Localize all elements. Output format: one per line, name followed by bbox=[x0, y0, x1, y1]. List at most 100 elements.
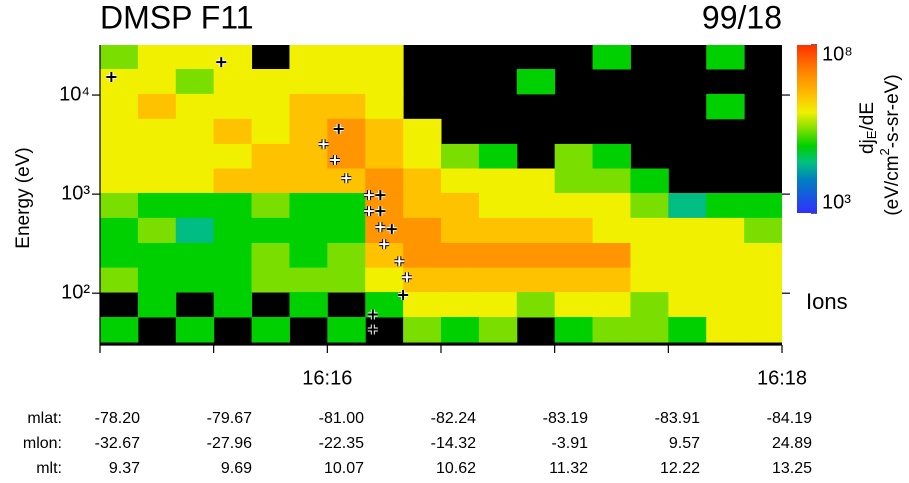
cell bbox=[251, 316, 290, 343]
cell bbox=[630, 316, 669, 343]
cell bbox=[289, 242, 328, 269]
cell bbox=[289, 267, 328, 293]
ephemeris-label: mlon: bbox=[23, 435, 62, 452]
marker bbox=[364, 206, 375, 217]
colorbar-units: (eV/cm2-s-sr-eV) bbox=[877, 74, 903, 215]
cell bbox=[478, 292, 518, 318]
cell bbox=[516, 68, 556, 95]
marker bbox=[398, 289, 409, 300]
cell bbox=[706, 292, 745, 318]
ephemeris-value: 13.25 bbox=[772, 460, 812, 477]
cell bbox=[175, 118, 215, 145]
heatmap bbox=[100, 45, 782, 343]
cell bbox=[327, 316, 366, 343]
cell bbox=[744, 267, 782, 293]
cell bbox=[327, 267, 366, 293]
ephemeris-value: 24.89 bbox=[772, 435, 812, 452]
cell bbox=[554, 267, 594, 293]
cell bbox=[175, 242, 215, 269]
cell bbox=[137, 267, 177, 293]
cell bbox=[137, 242, 177, 269]
cell bbox=[175, 217, 215, 244]
markers bbox=[106, 57, 412, 335]
cell bbox=[554, 242, 594, 269]
cell bbox=[213, 68, 253, 95]
cell bbox=[478, 192, 518, 219]
ephemeris-value: 11.32 bbox=[549, 460, 588, 477]
cell bbox=[289, 292, 328, 318]
cell bbox=[630, 168, 669, 194]
cell bbox=[251, 267, 290, 293]
cell bbox=[327, 68, 366, 95]
cell bbox=[213, 168, 253, 194]
cell bbox=[403, 242, 442, 269]
ephemeris-value: -81.00 bbox=[319, 410, 364, 427]
cell bbox=[100, 192, 139, 219]
cell bbox=[668, 242, 707, 269]
annotation: Ions bbox=[806, 289, 848, 314]
cell bbox=[706, 192, 745, 219]
cell bbox=[175, 267, 215, 293]
cell bbox=[137, 45, 177, 70]
cell bbox=[137, 292, 177, 318]
cell bbox=[668, 267, 707, 293]
cell bbox=[744, 316, 782, 343]
cell bbox=[137, 192, 177, 219]
ephemeris-value: -79.67 bbox=[207, 410, 252, 427]
cell bbox=[441, 316, 480, 343]
cell bbox=[289, 192, 328, 219]
cell bbox=[213, 292, 253, 318]
cell bbox=[213, 143, 253, 170]
cell bbox=[592, 168, 631, 194]
marker bbox=[216, 57, 227, 68]
cell bbox=[516, 267, 556, 293]
cell bbox=[251, 242, 290, 269]
cell bbox=[516, 217, 556, 244]
cell bbox=[630, 217, 669, 244]
ephemeris-value: -32.67 bbox=[95, 435, 140, 452]
cell bbox=[327, 45, 366, 70]
cell bbox=[175, 68, 215, 95]
x-tick-label: 16:18 bbox=[757, 367, 807, 389]
marker bbox=[401, 272, 412, 283]
cell bbox=[251, 93, 290, 120]
cell bbox=[706, 267, 745, 293]
ephemeris-value: -3.91 bbox=[552, 435, 589, 452]
chart-title: DMSP F11 bbox=[100, 0, 254, 35]
cell bbox=[175, 192, 215, 219]
cell bbox=[516, 168, 556, 194]
marker bbox=[329, 155, 340, 166]
cell bbox=[554, 143, 594, 170]
cell bbox=[592, 192, 631, 219]
cell bbox=[592, 143, 631, 170]
cell bbox=[100, 242, 139, 269]
cell bbox=[100, 118, 139, 145]
colorbar-units-part: -s-sr-eV) bbox=[882, 74, 903, 148]
ephemeris-value: 9.69 bbox=[221, 460, 252, 477]
cell bbox=[706, 45, 745, 70]
cell bbox=[403, 192, 442, 219]
cell bbox=[554, 168, 594, 194]
ephemeris-value: 12.22 bbox=[660, 460, 700, 477]
chart-subtitle: 99/18 bbox=[702, 0, 782, 35]
colorbar-label-part: E bbox=[864, 130, 879, 139]
cell bbox=[251, 118, 290, 145]
cell bbox=[441, 267, 480, 293]
cell bbox=[441, 292, 480, 318]
cell bbox=[137, 168, 177, 194]
cell bbox=[327, 93, 366, 120]
cell bbox=[100, 68, 139, 95]
cell bbox=[403, 143, 442, 170]
cell bbox=[327, 118, 366, 145]
cell bbox=[365, 192, 404, 219]
cell bbox=[706, 316, 745, 343]
cell bbox=[403, 168, 442, 194]
cell bbox=[592, 267, 631, 293]
colorbar-tick-label: 10⁸ bbox=[822, 43, 853, 65]
ephemeris-value: -83.19 bbox=[543, 410, 588, 427]
cell bbox=[706, 93, 745, 120]
marker bbox=[386, 224, 397, 235]
cell bbox=[365, 143, 404, 170]
cell bbox=[403, 316, 442, 343]
cell bbox=[478, 143, 518, 170]
